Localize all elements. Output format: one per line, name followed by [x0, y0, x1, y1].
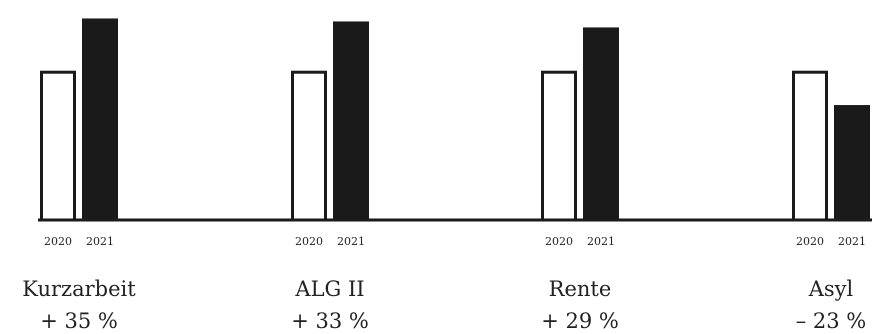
tick-label-kurzarbeit-2021: 2021: [86, 235, 114, 248]
tick-label-rente-2021: 2021: [587, 235, 615, 248]
bar-rente-2021: [583, 27, 619, 220]
change-label-asyl: – 23 %: [796, 309, 867, 333]
change-label-kurzarbeit: + 35 %: [40, 309, 118, 333]
bar-asyl-2021: [834, 105, 870, 220]
bar-kurzarbeit-2020: [40, 70, 76, 222]
bar-rente-2020: [541, 70, 577, 222]
tick-label-asyl-2020: 2020: [796, 235, 824, 248]
category-label-asyl: Asyl: [808, 277, 854, 301]
tick-label-alg-ii-2021: 2021: [337, 235, 365, 248]
change-label-rente: + 29 %: [541, 309, 619, 333]
labels-layer: 2020 2021 Kurzarbeit + 35 % 2020 2021 ALG II + …: [22, 235, 866, 333]
bar-alg-ii-2021: [333, 21, 369, 221]
tick-label-rente-2020: 2020: [545, 235, 573, 248]
bar-kurzarbeit-2021: [82, 18, 118, 221]
change-label-alg-ii: + 33 %: [291, 309, 369, 333]
category-label-alg-ii: ALG II: [294, 277, 364, 301]
tick-label-asyl-2021: 2021: [838, 235, 866, 248]
category-label-kurzarbeit: Kurzarbeit: [22, 277, 136, 301]
bar-asyl-2020: [792, 70, 828, 222]
bars-layer: [40, 18, 870, 222]
category-label-rente: Rente: [549, 277, 612, 301]
tick-label-alg-ii-2020: 2020: [295, 235, 323, 248]
bar-alg-ii-2020: [291, 70, 327, 222]
tick-label-kurzarbeit-2020: 2020: [44, 235, 72, 248]
